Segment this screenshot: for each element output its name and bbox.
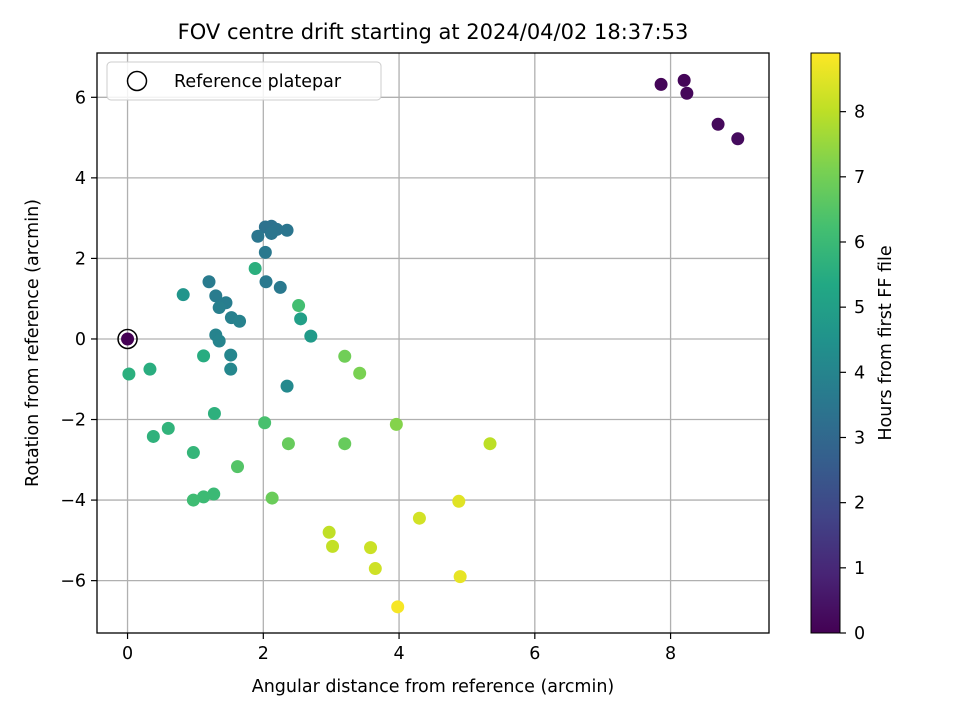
x-tick-label: 6 <box>529 644 540 664</box>
data-point <box>483 437 497 451</box>
grid-lines <box>97 53 769 633</box>
data-point <box>304 329 318 343</box>
data-point <box>452 494 466 508</box>
data-point <box>176 288 190 302</box>
data-point <box>338 437 352 451</box>
data-point <box>364 541 378 555</box>
plot-frame <box>96 52 770 634</box>
y-tick-label: 6 <box>75 88 86 108</box>
legend: Reference platepar <box>106 61 382 101</box>
colorbar-tick-label: 3 <box>854 428 865 448</box>
colorbar-tick-label: 0 <box>854 624 865 644</box>
colorbar-ticks: 0 1 2 3 4 5 6 7 8 <box>840 103 865 644</box>
data-point <box>197 490 211 504</box>
data-point <box>121 332 135 346</box>
data-point <box>389 417 403 431</box>
colorbar <box>810 52 841 634</box>
data-point <box>264 226 278 240</box>
colorbar-tick-label: 7 <box>854 168 865 188</box>
data-point <box>207 487 221 501</box>
data-point <box>224 348 238 362</box>
data-point <box>251 229 265 243</box>
data-point <box>265 491 279 505</box>
data-point <box>731 132 745 146</box>
x-axis-ticks: 0 2 4 6 8 <box>122 633 676 664</box>
data-point <box>233 314 247 328</box>
data-point <box>711 117 725 131</box>
y-axis-ticks: −6 −4 −2 0 2 4 6 <box>60 88 97 592</box>
data-point <box>353 366 367 380</box>
y-tick-label: −4 <box>60 491 86 511</box>
data-point <box>258 245 272 259</box>
data-point <box>368 562 382 576</box>
colorbar-tick-label: 4 <box>854 363 865 383</box>
x-tick-label: 0 <box>122 644 133 664</box>
data-point <box>224 362 238 376</box>
data-point <box>338 349 352 363</box>
y-tick-label: 2 <box>75 249 86 269</box>
x-tick-label: 2 <box>258 644 269 664</box>
y-tick-label: −2 <box>60 411 86 431</box>
data-point <box>677 73 691 87</box>
data-point <box>161 421 175 435</box>
data-point <box>186 493 200 507</box>
data-point <box>146 429 160 443</box>
data-point <box>197 349 211 363</box>
data-point <box>248 261 262 275</box>
colorbar-tick-label: 8 <box>854 103 865 123</box>
data-point <box>209 289 223 303</box>
data-point <box>212 334 226 348</box>
colorbar-tick-label: 6 <box>854 233 865 253</box>
data-point <box>143 362 157 376</box>
data-point <box>207 406 221 420</box>
legend-box <box>106 61 382 101</box>
data-point <box>280 223 294 237</box>
data-point <box>292 299 306 313</box>
y-tick-label: −6 <box>60 572 86 592</box>
colorbar-label: Hours from first FF file <box>876 245 896 440</box>
data-points <box>121 73 745 614</box>
data-point <box>273 280 287 294</box>
colorbar-tick-label: 1 <box>854 559 865 579</box>
reference-platepar-marker <box>117 328 138 350</box>
data-point <box>322 525 336 539</box>
data-point <box>280 379 294 393</box>
data-point <box>186 446 200 460</box>
chart-title: FOV centre drift starting at 2024/04/02 … <box>178 20 689 44</box>
x-tick-label: 8 <box>665 644 676 664</box>
data-point <box>326 539 340 553</box>
data-point <box>202 275 216 289</box>
legend-label: Reference platepar <box>174 72 342 92</box>
data-point <box>680 86 694 100</box>
x-axis-label: Angular distance from reference (arcmin) <box>252 677 615 697</box>
y-tick-label: 0 <box>75 330 86 350</box>
reference-marker <box>117 328 138 350</box>
data-point <box>122 367 136 381</box>
data-point <box>258 416 272 430</box>
data-point <box>212 301 226 315</box>
data-point <box>294 312 308 326</box>
y-axis-label: Rotation from reference (arcmin) <box>23 199 43 487</box>
colorbar-tick-label: 5 <box>854 298 865 318</box>
data-point <box>412 511 426 525</box>
y-tick-label: 4 <box>75 169 86 189</box>
data-point <box>259 275 273 289</box>
x-tick-label: 4 <box>393 644 404 664</box>
data-point <box>281 437 295 451</box>
data-point <box>231 460 245 474</box>
data-point <box>391 600 405 614</box>
legend-marker-icon <box>126 70 148 92</box>
data-point <box>654 77 668 91</box>
data-point <box>453 570 467 584</box>
colorbar-tick-label: 2 <box>854 494 865 514</box>
